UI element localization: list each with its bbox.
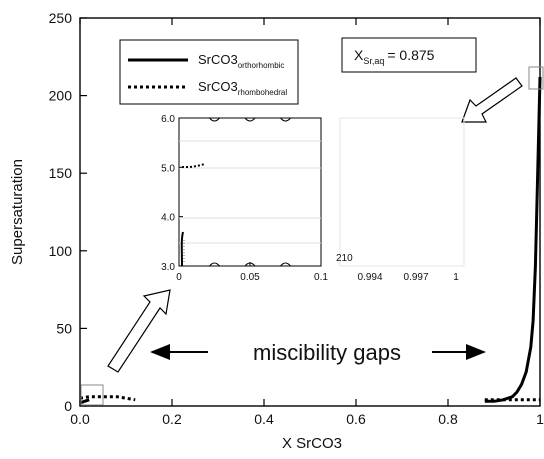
- y-tick-label: 200: [49, 88, 73, 104]
- x-tick-label: 0.2: [162, 411, 182, 427]
- arrow-lower-left: [107, 289, 171, 373]
- y-tick-label: 250: [49, 10, 73, 26]
- inset-left-y-tick-label: 4.0: [161, 213, 175, 224]
- inset-left-y-tick-label: 5.0: [161, 163, 175, 174]
- x-tick-label: 0.4: [254, 411, 274, 427]
- composition-box: [341, 37, 477, 73]
- inset-left-dotted-curve: [182, 163, 206, 168]
- y-axis-title: Supersaturation: [9, 159, 26, 265]
- x-tick-label: 0.0: [70, 411, 90, 427]
- gap-label: miscibility gaps: [253, 340, 401, 365]
- inset-left-scallop: [280, 117, 291, 122]
- series-line-0: [484, 76, 542, 403]
- y-tick-label: 150: [49, 165, 73, 181]
- inset-left-x-tick-label: 0.1: [314, 272, 328, 283]
- inset-left-scallop: [280, 262, 291, 267]
- inset-left-solid-curve: [180, 231, 184, 267]
- y-tick-label: 100: [49, 243, 73, 259]
- legend-box: [119, 39, 299, 105]
- inset-left-x-tick-label: 0: [176, 272, 182, 283]
- inset-left-frame: [178, 117, 322, 267]
- inset-left-scallop: [244, 262, 256, 267]
- inset-left-scallop: [244, 117, 256, 122]
- y-axis: 0 50 100 150 200 250: [49, 10, 87, 414]
- series-layer: [79, 76, 542, 405]
- inset-right-x-tick-label: 1: [453, 272, 459, 283]
- x-tick-label: 1: [536, 411, 544, 427]
- inset-left-scallop: [209, 117, 220, 122]
- inset-right-x-tick-label: 0.997: [403, 272, 428, 283]
- inset-left-y-tick-label: 6.0: [161, 114, 175, 125]
- plot-frame: [79, 17, 541, 407]
- y-tick-label: 50: [56, 320, 72, 336]
- zoom-box-right: [528, 66, 544, 90]
- x-tick-label: 0.8: [438, 411, 458, 427]
- legend: SrCO3orthorhombic SrCO3rhombohedral: [119, 39, 299, 105]
- zoom-box-left: [80, 384, 104, 406]
- inset-left-y-ticks: 3.0 4.0 5.0 6.0: [161, 114, 291, 273]
- inset-right-x-ticks: 0.994 0.997 1: [357, 272, 459, 283]
- inset-left-y-tick-label: 3.0: [161, 262, 175, 273]
- legend-entry-rhombohedral: SrCO3rhombohedral: [198, 79, 287, 97]
- legend-entry-orthorhombic: SrCO3orthorhombic: [198, 52, 284, 70]
- x-axis-title-main: X SrCO3: [282, 435, 342, 452]
- x-axis-title: X SrCO3: [282, 435, 342, 452]
- svg-text:XSr,aq= 0.875: XSr,aq = 0.875: [354, 47, 435, 66]
- inset-right-frame: [339, 117, 465, 267]
- miscibility-annotation: miscibility gaps: [150, 340, 486, 365]
- inset-right-x-tick-label: 0.994: [357, 272, 382, 283]
- inset-left-x-tick-label: 0.05: [240, 272, 260, 283]
- inset-left-scallop: [209, 262, 220, 267]
- x-axis: 0.0 0.2 0.4 0.6 0.8 1: [70, 18, 544, 427]
- x-tick-label: 0.6: [346, 411, 366, 427]
- composition-label: XSr,aq = 0.875: [341, 37, 477, 73]
- inset-right: 210 0.994 0.997 1: [336, 117, 465, 283]
- y-tick-label: 0: [64, 398, 72, 414]
- inset-right-y-tick: 210: [336, 253, 353, 264]
- arrow-upper-right: [461, 77, 523, 123]
- inset-left: 0 0.05 0.1 3.0 4.0 5.0 6.0: [161, 114, 328, 283]
- series-line-0: [79, 398, 90, 405]
